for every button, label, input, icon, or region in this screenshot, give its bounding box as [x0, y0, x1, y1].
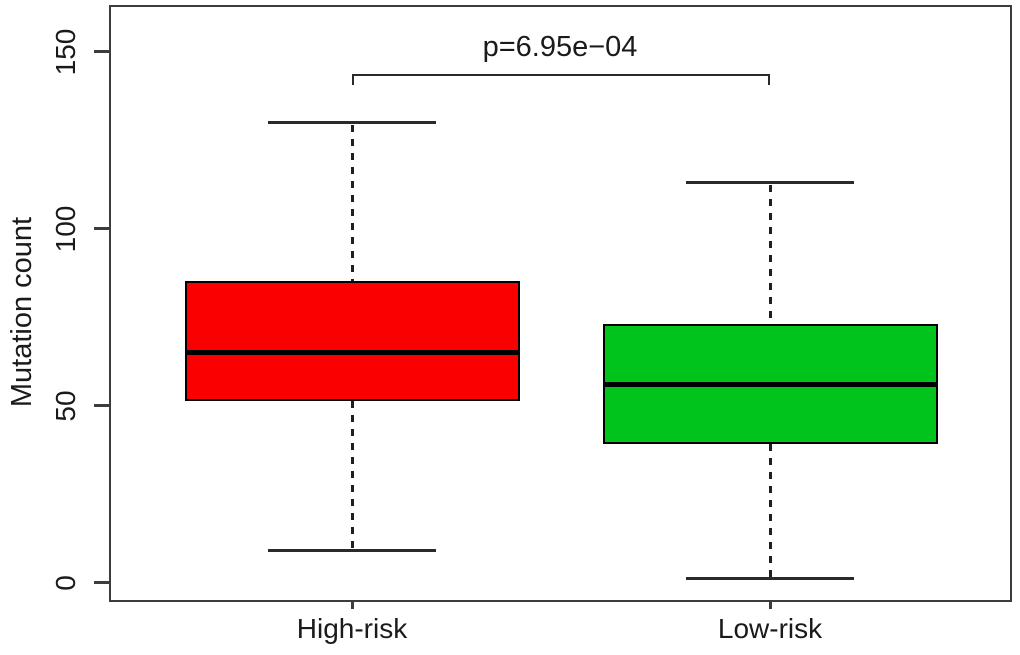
- y-axis-tick-100: [94, 227, 110, 230]
- y-tick-label-50: 50: [50, 390, 81, 422]
- significance-bracket: [352, 74, 770, 85]
- y-axis-tick-0: [94, 581, 110, 584]
- y-axis-tick-50: [94, 404, 110, 407]
- p-value-annotation: p=6.95e−04: [482, 31, 638, 63]
- lower-whisker-cap-low-risk: [686, 577, 854, 580]
- x-axis-tick-low-risk: [769, 600, 772, 609]
- upper-whisker-high-risk: [351, 125, 354, 281]
- y-axis-title: Mutation count: [6, 216, 38, 408]
- median-line-high-risk: [184, 350, 520, 355]
- y-tick-label-0: 0: [50, 575, 81, 591]
- median-line-low-risk: [602, 382, 938, 387]
- x-label-low-risk: Low-risk: [717, 613, 823, 644]
- x-axis-tick-high-risk: [351, 600, 354, 609]
- x-label-high-risk: High-risk: [296, 613, 408, 644]
- upper-whisker-cap-high-risk: [268, 121, 436, 124]
- y-tick-label-100: 100: [50, 205, 81, 253]
- lower-whisker-high-risk: [351, 401, 354, 549]
- upper-whisker-cap-low-risk: [686, 181, 854, 184]
- upper-whisker-low-risk: [769, 185, 772, 324]
- box-high-risk: [184, 281, 520, 401]
- lower-whisker-low-risk: [769, 444, 772, 577]
- lower-whisker-cap-high-risk: [268, 549, 436, 552]
- y-tick-label-150: 150: [50, 28, 81, 76]
- y-axis-tick-150: [94, 50, 110, 53]
